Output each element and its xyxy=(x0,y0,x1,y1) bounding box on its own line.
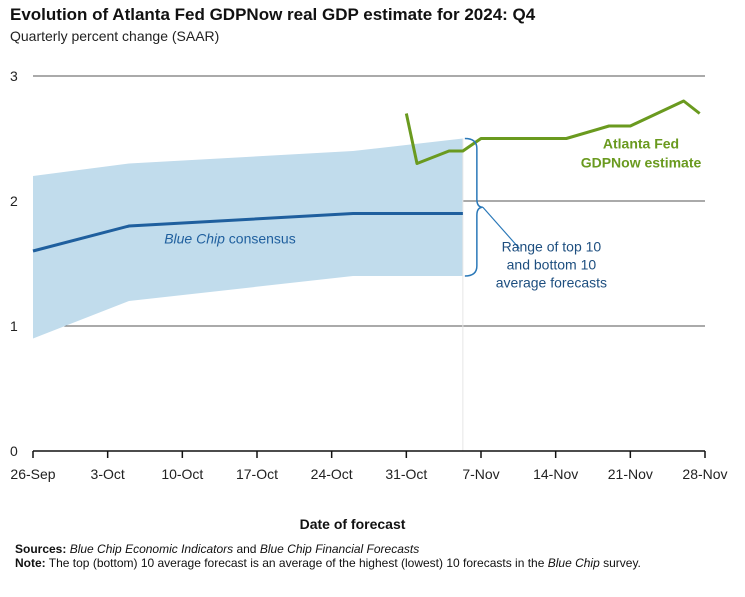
range-label-line2: and bottom 10 xyxy=(507,257,597,273)
x-tick-label: 26-Sep xyxy=(10,466,55,482)
y-tick-label: 3 xyxy=(10,68,18,84)
x-axis-label: Date of forecast xyxy=(299,516,406,532)
axes: 0 1 2 3 26-Sep 3-Oct 10-Oct 17-Oct 24-Oct 31-Oct 7… xyxy=(10,68,728,482)
x-tick-label: 14-Nov xyxy=(533,466,578,482)
y-tick-label: 0 xyxy=(10,443,18,459)
bluechip-label-rest: consensus xyxy=(225,231,296,247)
x-tick-label: 31-Oct xyxy=(385,466,427,482)
gdpnow-label-line1: Atlanta Fed xyxy=(603,136,679,152)
range-label-line1: Range of top 10 xyxy=(502,239,602,255)
sources-line: Sources: Blue Chip Economic Indicators a… xyxy=(15,542,715,556)
range-bracket xyxy=(464,137,483,277)
forecast-range-band xyxy=(33,138,464,451)
chart-subtitle: Quarterly percent change (SAAR) xyxy=(10,28,220,44)
sources-part3: Blue Chip Financial Forecasts xyxy=(259,542,420,556)
x-tick-label: 10-Oct xyxy=(161,466,203,482)
note-part2: Blue Chip xyxy=(547,556,600,570)
y-tick-label: 2 xyxy=(10,193,18,209)
range-bracket-leader xyxy=(482,206,520,249)
x-tick-label: 7-Nov xyxy=(462,466,499,482)
x-tick-label: 21-Nov xyxy=(608,466,653,482)
footnotes: Sources: Blue Chip Economic Indicators a… xyxy=(15,542,715,570)
note-label: Note: xyxy=(15,556,46,570)
bluechip-label-italic: Blue Chip xyxy=(164,231,225,247)
sources-part1: Blue Chip Economic Indicators xyxy=(69,542,234,556)
range-label-line3: average forecasts xyxy=(496,275,607,291)
x-tick-label: 3-Oct xyxy=(91,466,125,482)
x-tick-label: 24-Oct xyxy=(311,466,353,482)
note-part1: The top (bottom) 10 average forecast is … xyxy=(45,556,548,570)
note-line: Note: The top (bottom) 10 average foreca… xyxy=(15,556,715,570)
series-lines xyxy=(32,99,701,253)
gdpnow-estimate-line xyxy=(404,99,701,165)
bluechip-label: Blue Chip consensus xyxy=(164,231,296,247)
x-tick-label: 17-Oct xyxy=(236,466,278,482)
sources-part2: and xyxy=(233,542,260,556)
sources-label: Sources: xyxy=(15,542,67,556)
bluechip-consensus-line xyxy=(32,212,463,253)
chart-title: Evolution of Atlanta Fed GDPNow real GDP… xyxy=(10,5,536,24)
note-part3: survey. xyxy=(599,556,641,570)
x-tick-label: 28-Nov xyxy=(682,466,727,482)
y-tick-label: 1 xyxy=(10,318,18,334)
annotations: Blue Chip consensus Atlanta Fed GDPNow est… xyxy=(164,136,701,291)
gdpnow-label-line2: GDPNow estimate xyxy=(581,154,702,170)
range-band-area xyxy=(33,138,463,339)
